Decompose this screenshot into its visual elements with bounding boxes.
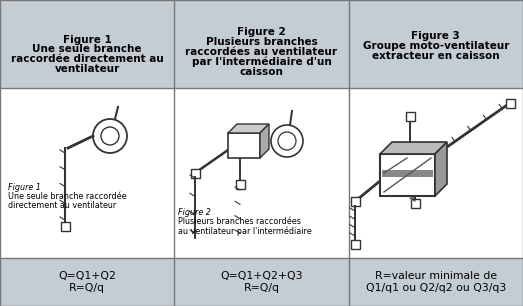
Text: extracteur en caisson: extracteur en caisson: [372, 51, 499, 61]
Bar: [382, 170, 433, 177]
Text: Q=Q1+Q2: Q=Q1+Q2: [58, 271, 116, 281]
Text: raccordées au ventilateur: raccordées au ventilateur: [186, 47, 337, 57]
Bar: [61, 222, 70, 230]
Bar: [0, 258, 523, 306]
Text: R=valeur minimale de: R=valeur minimale de: [375, 271, 497, 281]
Text: Plusieurs branches raccordées: Plusieurs branches raccordées: [178, 217, 301, 226]
Text: Q=Q1+Q2+Q3: Q=Q1+Q2+Q3: [220, 271, 303, 281]
Text: directement au ventilateur: directement au ventilateur: [8, 201, 116, 210]
Bar: [506, 99, 515, 107]
Bar: [411, 199, 419, 207]
Text: au ventilateur par l'intermédiaire: au ventilateur par l'intermédiaire: [178, 226, 312, 236]
Bar: [235, 180, 244, 188]
Text: R=Q/q: R=Q/q: [69, 283, 105, 293]
Text: Q1/q1 ou Q2/q2 ou Q3/q3: Q1/q1 ou Q2/q2 ou Q3/q3: [366, 283, 506, 293]
Bar: [350, 196, 359, 206]
Text: Figure 2: Figure 2: [178, 208, 211, 217]
Bar: [350, 240, 359, 248]
Polygon shape: [380, 142, 447, 154]
Polygon shape: [260, 124, 269, 158]
Bar: [0, 0, 523, 88]
Text: R=Q/q: R=Q/q: [244, 283, 279, 293]
Bar: [0, 88, 523, 258]
Text: Figure 1: Figure 1: [8, 183, 41, 192]
Text: Une seule branche: Une seule branche: [32, 44, 142, 54]
Text: Plusieurs branches: Plusieurs branches: [206, 37, 317, 47]
Text: Groupe moto-ventilateur: Groupe moto-ventilateur: [362, 41, 509, 51]
Bar: [380, 154, 435, 196]
Text: par l'intermédiaire d'un: par l'intermédiaire d'un: [191, 57, 332, 67]
Text: Figure 3: Figure 3: [412, 31, 460, 41]
Text: ventilateur: ventilateur: [54, 64, 120, 74]
Text: Figure 1: Figure 1: [63, 35, 111, 45]
Bar: [228, 133, 260, 158]
Bar: [405, 111, 415, 121]
Polygon shape: [435, 142, 447, 196]
Bar: [190, 169, 199, 177]
Polygon shape: [228, 124, 269, 133]
Text: caisson: caisson: [240, 67, 283, 77]
Text: Une seule branche raccordée: Une seule branche raccordée: [8, 192, 127, 201]
Text: Figure 2: Figure 2: [237, 27, 286, 37]
Text: raccordée directement au: raccordée directement au: [11, 54, 164, 64]
